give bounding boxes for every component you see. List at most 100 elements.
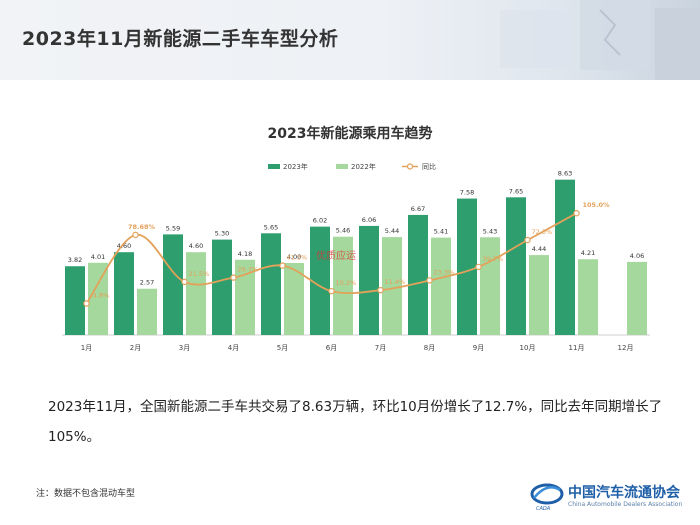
x-tick-label-4: 4月 [228, 344, 239, 352]
bar-label-2022-6: 5.46 [336, 227, 350, 235]
x-tick-label-8: 8月 [424, 344, 435, 352]
bar-2022-9 [480, 237, 500, 335]
bar-2022-4 [235, 259, 255, 335]
footnote: 注：数据不包含混动车型 [36, 489, 136, 499]
yoy-label-1: -4.8% [91, 292, 110, 300]
header-banner: 2023年11月新能源二手车车型分析 [0, 0, 700, 80]
bar-label-2022-5: 4.00 [287, 253, 301, 261]
bar-label-2022-7: 5.44 [385, 227, 399, 235]
x-tick-label-7: 7月 [375, 344, 386, 352]
bar-label-2023-3: 5.59 [166, 224, 180, 232]
bar-label-2023-5: 5.65 [264, 223, 278, 231]
bar-2023-8 [408, 214, 428, 335]
chart-title: 2023年新能源乘用车趋势 [268, 125, 433, 142]
bar-2022-11 [578, 259, 598, 335]
bar-2023-6 [310, 226, 330, 335]
trend-chart: 2023年新能源乘用车趋势 2023年 2022年 同比 3.82 4.01 1月 4.60 2… [62, 125, 650, 352]
bar-label-2023-11: 8.63 [558, 170, 572, 178]
yoy-label-4: 26.7% [238, 266, 259, 274]
bar-2022-5 [284, 263, 304, 335]
bar-label-2023-9: 7.58 [460, 189, 474, 197]
yoy-label-2: 78.68% [128, 223, 156, 231]
bar-label-2023-4: 5.30 [215, 230, 229, 238]
summary-text: 2023年11月，全国新能源二手车共交易了8.63万辆，环比10月份增长了12.… [48, 399, 663, 445]
bar-2023-11 [555, 179, 575, 335]
yoy-label-8: 23.3% [434, 268, 455, 276]
yoy-label-9: 39.7% [483, 255, 504, 263]
x-tick-label-10: 10月 [520, 344, 536, 352]
legend-swatch-2022 [336, 164, 348, 169]
banner-decoration [500, 0, 700, 80]
association-logo: CADA 中国汽车流通协会 China Automobile Dealers A… [528, 478, 698, 518]
bar-label-2023-8: 6.67 [411, 205, 425, 213]
logo-english-name: China Automobile Dealers Association [568, 501, 683, 508]
bar-label-2022-3: 4.60 [189, 242, 203, 250]
bar-2023-9 [457, 198, 477, 335]
legend-label-2022: 2022年 [351, 162, 376, 171]
yoy-label-7: 11.4% [385, 278, 406, 286]
bar-label-2023-10: 7.65 [509, 187, 523, 195]
x-tick-label-3: 3月 [179, 344, 190, 352]
bar-label-2022-1: 4.01 [91, 253, 105, 261]
legend-marker-yoy [406, 163, 414, 170]
bar-label-2022-2: 2.57 [140, 279, 154, 287]
bar-label-2022-12: 4.06 [630, 252, 644, 260]
logo-mark-text: CADA [536, 506, 551, 512]
yoy-label-3: 21.5% [189, 270, 210, 278]
bar-2023-4 [212, 239, 232, 335]
bar-2022-7 [382, 237, 402, 335]
x-tick-label-2: 2月 [130, 344, 141, 352]
bar-label-2023-1: 3.82 [68, 256, 82, 264]
bar-2022-2 [137, 288, 157, 335]
legend-swatch-2023 [268, 164, 280, 169]
bar-label-2022-11: 4.21 [581, 249, 595, 257]
yoy-point-9 [475, 263, 482, 271]
yoy-point-11 [573, 210, 580, 217]
x-tick-label-11: 11月 [569, 344, 585, 352]
bar-2022-1 [88, 262, 108, 335]
x-tick-label-6: 6月 [326, 344, 337, 352]
yoy-label-10: 72.3% [532, 228, 553, 236]
yoy-label-6: 10.2% [336, 279, 357, 287]
yoy-label-11: 105.0% [583, 201, 611, 209]
yoy-point-2 [132, 231, 139, 239]
bar-2022-3 [186, 252, 206, 335]
bar-2022-8 [431, 237, 451, 335]
bar-label-2022-9: 5.43 [483, 227, 497, 235]
yoy-point-10 [524, 236, 531, 244]
yoy-line [85, 212, 577, 305]
bar-2022-12 [627, 261, 647, 335]
bar-2023-10 [506, 197, 526, 335]
bar-2023-2 [114, 252, 134, 335]
yoy-label-5: 41.3% [287, 254, 308, 262]
bar-2023-3 [163, 234, 183, 335]
bar-2022-6 [333, 236, 353, 335]
yoy-point-1 [83, 300, 90, 307]
legend-label-2023: 2023年 [283, 162, 308, 171]
x-tick-label-5: 5月 [277, 344, 288, 352]
bar-label-2023-7: 6.06 [362, 216, 376, 224]
yoy-point-8 [426, 277, 433, 284]
bar-2023-7 [359, 225, 379, 335]
bar-label-2022-8: 5.41 [434, 228, 448, 236]
bar-2022-10 [529, 255, 549, 335]
x-tick-label-9: 9月 [473, 344, 484, 352]
yoy-point-7 [377, 286, 384, 294]
yoy-point-5 [279, 262, 286, 269]
watermark: 优质应运 [316, 251, 356, 262]
bar-label-2022-10: 4.44 [532, 245, 546, 253]
cada-logo-icon [530, 483, 564, 505]
bar-label-2023-2: 4.60 [117, 242, 131, 250]
yoy-point-6 [328, 287, 335, 295]
legend-label-yoy: 同比 [422, 162, 436, 171]
logo-name: 中国汽车流通协会 [568, 485, 680, 501]
bar-label-2023-6: 6.02 [313, 217, 327, 225]
page-title: 2023年11月新能源二手车车型分析 [22, 28, 339, 50]
yoy-point-4 [230, 274, 237, 281]
x-tick-label-1: 1月 [81, 344, 92, 352]
yoy-point-3 [181, 278, 188, 286]
bar-label-2022-4: 4.18 [238, 250, 252, 258]
x-tick-label-12: 12月 [618, 344, 634, 352]
bar-2023-5 [261, 233, 281, 335]
bar-2023-1 [65, 266, 85, 335]
